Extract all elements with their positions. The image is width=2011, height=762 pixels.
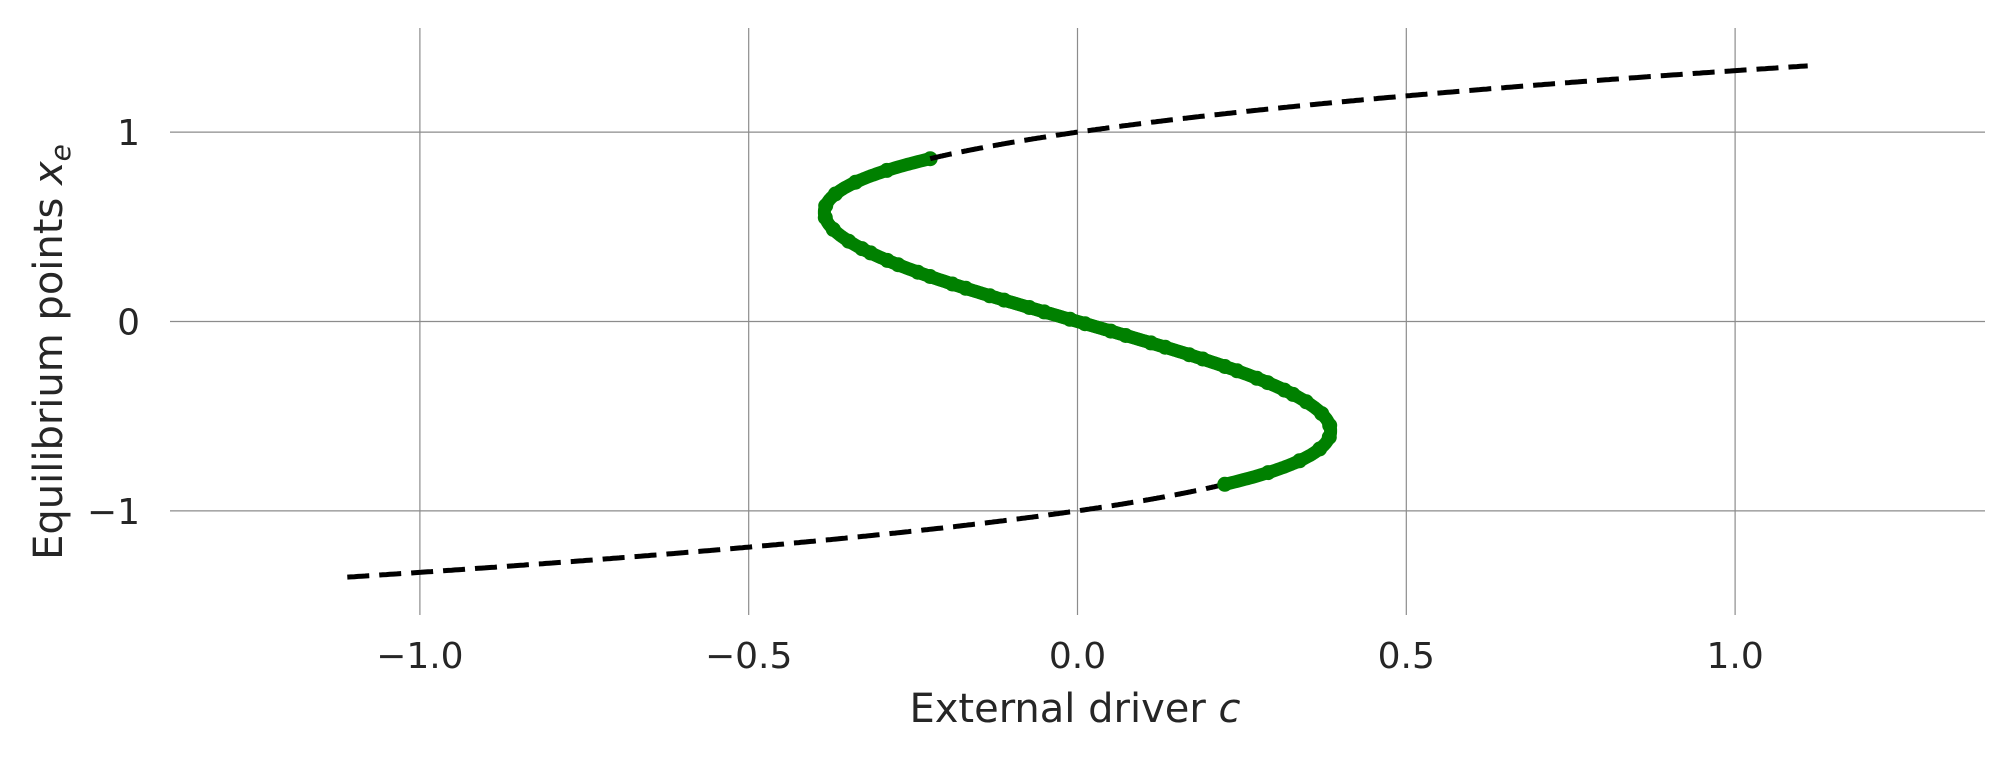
x-axis-label-var: c	[1219, 686, 1241, 732]
x-tick-label: −1.0	[376, 636, 463, 677]
stable-point	[848, 174, 863, 190]
stable-point	[1312, 441, 1328, 457]
stable-point	[958, 280, 974, 296]
stable-point	[841, 233, 857, 249]
y-axis-label-text: Equilibrium points	[26, 198, 72, 560]
x-tick-label: 1.0	[1706, 636, 1763, 677]
stable-point	[1260, 465, 1276, 481]
stable-point	[1118, 328, 1134, 343]
stable-point	[890, 257, 906, 273]
stable-point	[817, 210, 833, 226]
stable-branch-line	[817, 152, 1300, 401]
x-tick-label: −0.5	[705, 636, 792, 677]
stable-point	[818, 198, 834, 214]
y-tick-label: 0	[117, 303, 140, 344]
y-axis-label-var: x	[26, 161, 72, 187]
stable-point	[1314, 406, 1330, 422]
unstable-branch-line	[347, 481, 1226, 580]
stable-point	[827, 186, 843, 202]
y-tick-labels: −1 0 1	[87, 113, 140, 533]
stable-point	[1292, 453, 1307, 469]
x-tick-label: 0.5	[1378, 636, 1435, 677]
stable-point	[1036, 304, 1052, 320]
stable-point	[1298, 394, 1314, 410]
stable-point	[863, 245, 879, 261]
stable-point	[1217, 476, 1233, 492]
stable-point	[1285, 386, 1301, 402]
stable-point	[825, 221, 841, 237]
stable-point	[1321, 429, 1337, 445]
stable-point	[922, 269, 938, 284]
x-axis-label-text: External driver	[909, 686, 1206, 732]
stable-point	[1322, 417, 1338, 433]
unstable-branch-line	[929, 63, 1808, 162]
y-tick-label: 1	[117, 113, 140, 154]
stable-point	[1077, 316, 1093, 332]
x-axis-label: External driver c	[909, 686, 1240, 732]
y-tick-label: −1	[87, 492, 140, 533]
stable-point	[1260, 375, 1276, 391]
stable-point	[996, 292, 1012, 308]
y-axis-label-sub: e	[44, 144, 77, 161]
stable-point	[879, 162, 895, 178]
x-tick-labels: −1.0 −0.5 0.0 0.5 1.0	[376, 636, 1764, 677]
series-layer	[347, 63, 1808, 580]
stable-point	[1157, 339, 1173, 355]
stable-point	[1229, 363, 1245, 379]
x-tick-label: 0.0	[1049, 636, 1106, 677]
y-axis-label: Equilibrium points xe	[26, 144, 77, 560]
stable-point	[1195, 351, 1211, 367]
